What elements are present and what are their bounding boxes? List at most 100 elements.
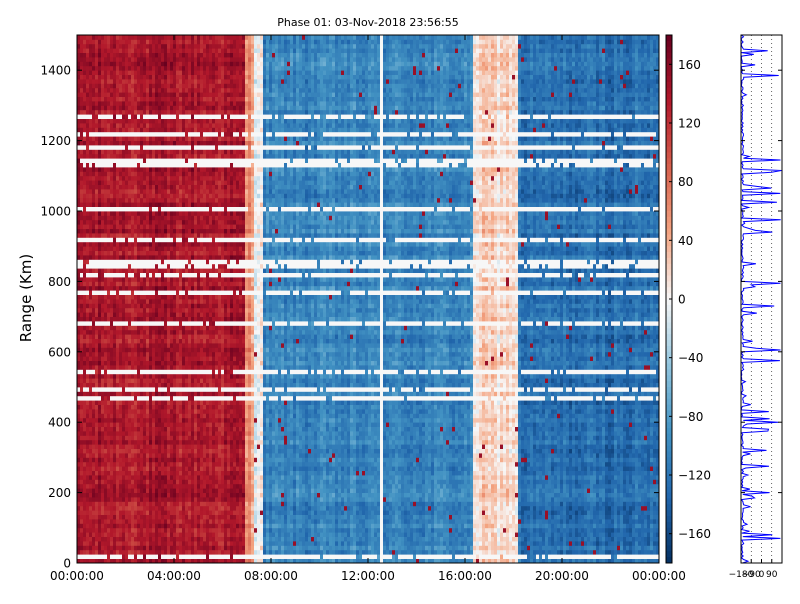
heatmap-cell <box>89 255 92 260</box>
heatmap-cell <box>116 519 119 524</box>
heatmap-cell <box>182 83 185 88</box>
heatmap-cell <box>110 369 113 374</box>
heatmap-cell <box>98 374 101 379</box>
heatmap-cell <box>107 105 110 110</box>
heatmap-cell <box>185 462 188 467</box>
heatmap-cell <box>104 176 107 181</box>
heatmap-cell <box>101 519 104 524</box>
heatmap-cell <box>155 422 158 427</box>
heatmap-cell <box>134 123 137 128</box>
heatmap-cell <box>158 537 161 542</box>
heatmap-cell <box>197 207 200 212</box>
heatmap-cell <box>110 541 113 546</box>
heatmap-cell <box>164 400 167 405</box>
heatmap-cell <box>152 462 155 467</box>
heatmap-cell <box>107 541 110 546</box>
heatmap-cell <box>158 101 161 106</box>
heatmap-cell <box>113 396 116 401</box>
heatmap-cell <box>134 413 137 418</box>
heatmap-cell <box>89 220 92 225</box>
heatmap-cell <box>122 57 125 62</box>
heatmap-cell <box>89 462 92 467</box>
heatmap-cell <box>134 471 137 476</box>
heatmap-cell <box>185 171 188 176</box>
heatmap-cell <box>125 475 128 480</box>
heatmap-cell <box>173 444 176 449</box>
heatmap-cell <box>152 75 155 80</box>
heatmap-cell <box>179 101 182 106</box>
heatmap-cell <box>131 339 134 344</box>
heatmap-cell <box>89 110 92 115</box>
heatmap-cell <box>161 101 164 106</box>
heatmap-cell <box>131 466 134 471</box>
heatmap-cell <box>110 506 113 511</box>
heatmap-cell <box>95 189 98 194</box>
heatmap-cell <box>167 149 170 154</box>
heatmap-cell <box>104 97 107 102</box>
heatmap-cell <box>149 39 152 44</box>
heatmap-cell <box>164 405 167 410</box>
heatmap-cell <box>92 136 95 141</box>
heatmap-cell <box>104 299 107 304</box>
heatmap-cell <box>113 202 116 207</box>
heatmap-cell <box>182 325 185 330</box>
heatmap-cell <box>128 229 131 234</box>
heatmap-cell <box>191 259 194 264</box>
heatmap-cell <box>125 510 128 515</box>
heatmap-cell <box>140 550 143 555</box>
heatmap-cell <box>89 501 92 506</box>
heatmap-cell <box>179 290 182 295</box>
heatmap-cell <box>83 488 86 493</box>
heatmap-cell <box>158 308 161 313</box>
heatmap-cell <box>161 378 164 383</box>
heatmap-cell <box>179 422 182 427</box>
heatmap-cell <box>77 299 80 304</box>
heatmap-cell <box>122 471 125 476</box>
heatmap-cell <box>146 554 149 559</box>
heatmap-cell <box>164 220 167 225</box>
heatmap-cell <box>113 154 116 159</box>
heatmap-cell <box>119 277 122 282</box>
heatmap-cell <box>140 220 143 225</box>
heatmap-cell <box>179 484 182 489</box>
heatmap-cell <box>158 75 161 80</box>
heatmap-cell <box>80 317 83 322</box>
heatmap-cell <box>122 339 125 344</box>
heatmap-cell <box>188 255 191 260</box>
heatmap-cell <box>197 149 200 154</box>
heatmap-cell <box>122 488 125 493</box>
heatmap-cell <box>80 510 83 515</box>
heatmap-cell <box>137 519 140 524</box>
heatmap-cell <box>146 202 149 207</box>
heatmap-cell <box>77 387 80 392</box>
heatmap-cell <box>197 449 200 454</box>
heatmap-cell <box>176 449 179 454</box>
heatmap-cell <box>92 325 95 330</box>
heatmap-cell <box>197 374 200 379</box>
heatmap-cell <box>128 268 131 273</box>
heatmap-cell <box>116 308 119 313</box>
heatmap-cell <box>98 369 101 374</box>
heatmap-cell <box>185 484 188 489</box>
heatmap-cell <box>182 149 185 154</box>
heatmap-cell <box>158 479 161 484</box>
heatmap-cell <box>188 510 191 515</box>
heatmap-cell <box>176 321 179 326</box>
heatmap-cell <box>77 479 80 484</box>
heatmap-cell <box>80 506 83 511</box>
heatmap-cell <box>122 515 125 520</box>
heatmap-cell <box>95 229 98 234</box>
heatmap-cell <box>191 123 194 128</box>
heatmap-cell <box>101 462 104 467</box>
heatmap-cell <box>89 97 92 102</box>
heatmap-cell <box>173 475 176 480</box>
heatmap-cell <box>98 180 101 185</box>
heatmap-cell <box>92 114 95 119</box>
heatmap-cell <box>113 83 116 88</box>
heatmap-cell <box>77 220 80 225</box>
heatmap-cell <box>158 334 161 339</box>
heatmap-cell <box>95 427 98 432</box>
heatmap-cell <box>161 123 164 128</box>
heatmap-cell <box>104 330 107 335</box>
heatmap-cell <box>95 308 98 313</box>
